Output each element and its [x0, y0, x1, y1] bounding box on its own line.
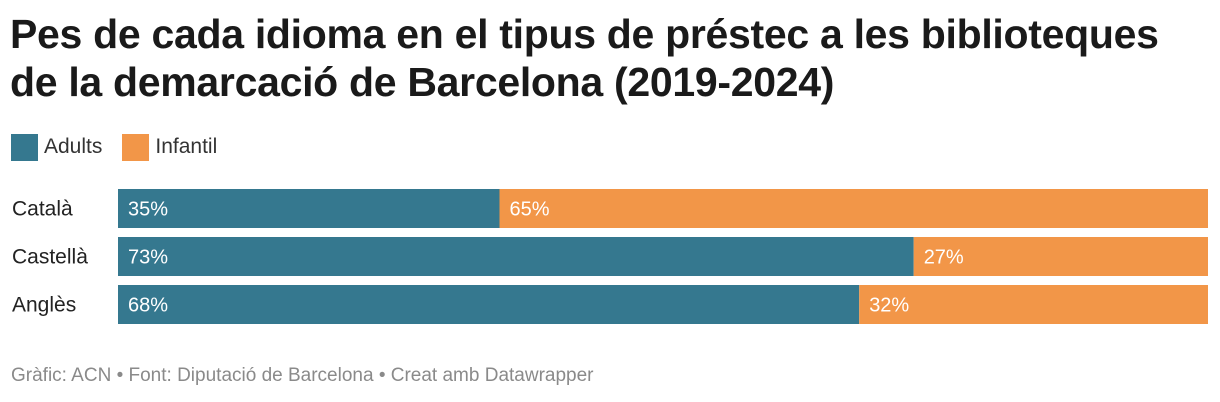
- footer-credits: Gràfic: ACN • Font: Diputació de Barcelo…: [11, 365, 594, 386]
- legend-label-infantil: Infantil: [155, 135, 218, 158]
- row-label-catala: Català: [12, 198, 73, 221]
- legend-item-adults: Adults: [11, 133, 103, 161]
- row-label-angles: Anglès: [12, 294, 76, 317]
- legend: Adults Infantil: [11, 132, 237, 162]
- legend-swatch-adults: [11, 133, 38, 161]
- bar-infantil-catala: [499, 189, 1208, 228]
- value-label-adults-catala: 35%: [128, 199, 168, 221]
- chart-title: Pes de cada idioma en el tipus de préste…: [10, 11, 1159, 105]
- legend-swatch-infantil: [122, 133, 150, 161]
- value-label-adults-angles: 68%: [128, 295, 168, 317]
- bar-infantil-angles: [859, 285, 1208, 324]
- value-label-infantil-catala: 65%: [510, 199, 550, 221]
- bar-adults-catala: [118, 189, 500, 228]
- bar-adults-castella: [118, 237, 914, 276]
- bar-chart: Català 35% 65% Castellà 73% 27% Anglès 68% 32%: [12, 189, 1208, 324]
- value-label-adults-castella: 73%: [128, 247, 168, 269]
- row-label-castella: Castellà: [12, 246, 88, 269]
- legend-item-infantil: Infantil: [122, 133, 218, 161]
- bar-adults-angles: [118, 285, 860, 324]
- value-label-infantil-angles: 32%: [869, 295, 909, 317]
- value-label-infantil-castella: 27%: [924, 247, 964, 269]
- legend-label-adults: Adults: [44, 135, 103, 158]
- bar-infantil-castella: [913, 237, 1208, 276]
